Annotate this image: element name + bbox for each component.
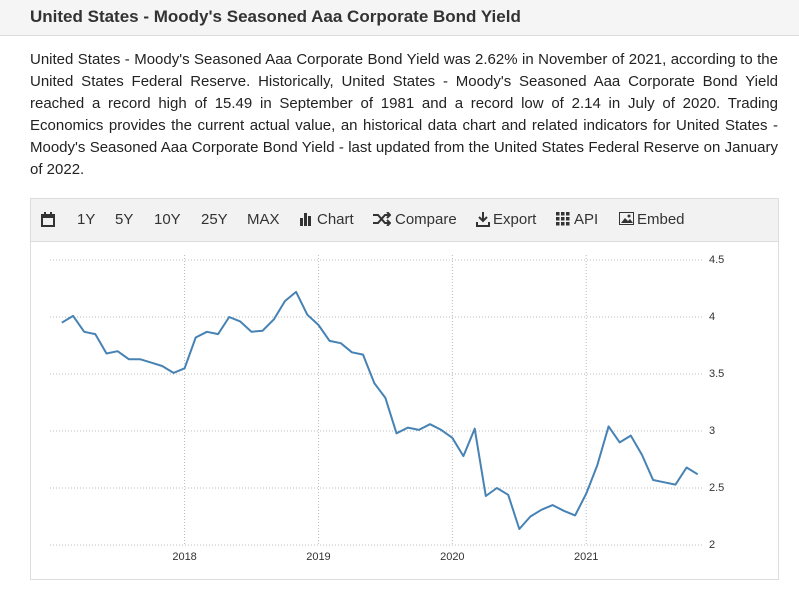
page-title: United States - Moody's Seasoned Aaa Cor… [0,0,799,36]
chart-panel: 1Y 5Y 10Y 25Y MAX Chart Compare Export A… [30,198,779,580]
y-tick-label: 4.5 [709,254,724,266]
api-icon [556,212,570,226]
y-tick-label: 4 [709,311,715,323]
x-tick-label: 2019 [306,551,330,563]
chart-button[interactable]: Chart [317,211,354,228]
x-tick-label: 2021 [574,551,598,563]
range-button[interactable]: 1Y [77,211,96,228]
y-tick-label: 3 [709,425,715,437]
compare-button[interactable]: Compare [395,211,457,228]
y-tick-label: 2 [709,539,715,551]
y-tick-label: 2.5 [709,482,724,494]
export-icon [476,212,490,227]
data-line [61,290,699,530]
x-tick-label: 2018 [172,551,196,563]
embed-icon [619,212,634,225]
export-button[interactable]: Export [493,211,537,228]
description: United States - Moody's Seasoned Aaa Cor… [30,51,778,178]
range-button[interactable]: 10Y [154,211,181,228]
api-button[interactable]: API [574,211,599,228]
range-button[interactable]: 25Y [201,211,228,228]
chart-icon [300,213,311,226]
calendar-icon[interactable] [41,212,55,227]
range-button[interactable]: MAX [247,211,280,228]
y-tick-label: 3.5 [709,368,724,380]
embed-button[interactable]: Embed [637,211,685,228]
x-tick-label: 2020 [440,551,464,563]
range-button[interactable]: 5Y [115,211,134,228]
compare-icon [373,212,391,226]
toolbar: 1Y 5Y 10Y 25Y MAX Chart Compare Export A… [31,199,778,242]
